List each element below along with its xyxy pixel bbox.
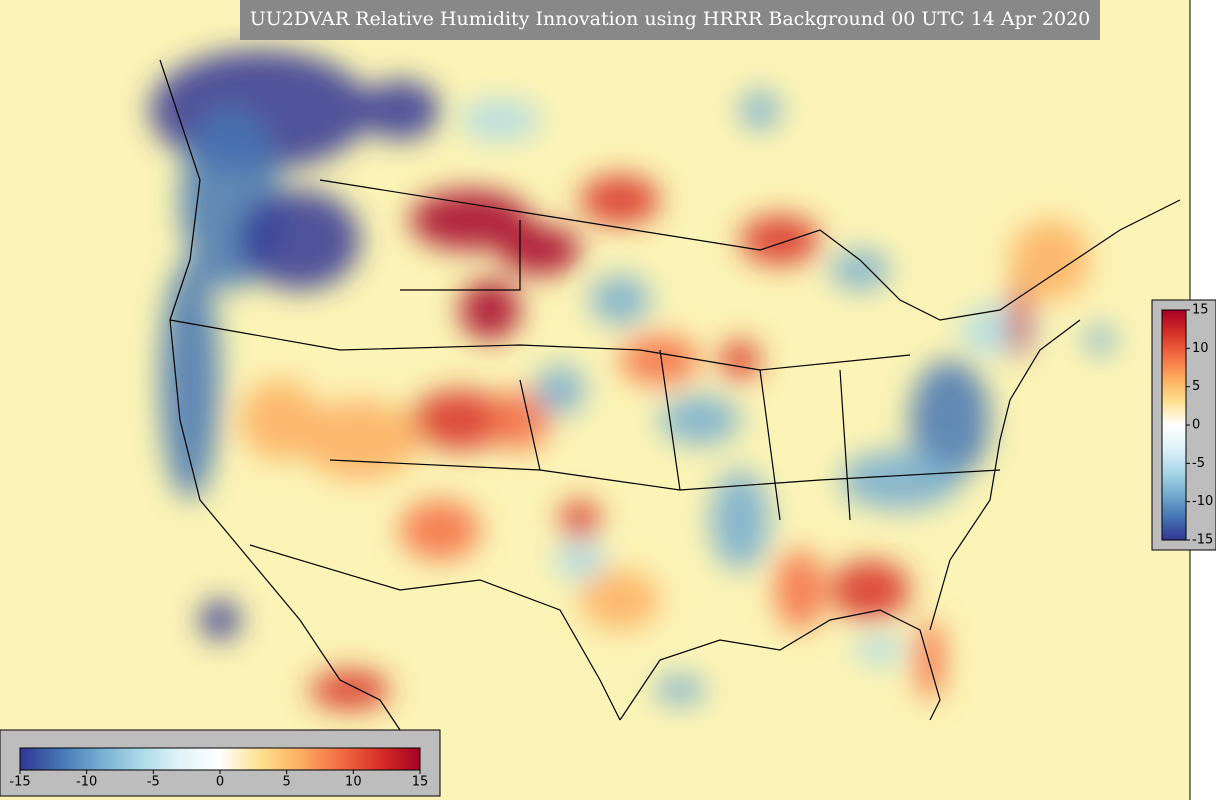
humidity-blob <box>855 635 905 665</box>
colorbar-tick-label: -5 <box>147 775 160 790</box>
humidity-blob <box>240 190 360 290</box>
humidity-blob <box>410 390 510 450</box>
title-box <box>240 0 1100 40</box>
colorbar-tick-label: 0 <box>216 775 224 790</box>
humidity-blob <box>915 620 945 700</box>
map-title: UU2DVAR Relative Humidity Innovation usi… <box>250 8 1091 30</box>
humidity-blob <box>590 275 650 325</box>
humidity-blob <box>710 470 770 570</box>
humidity-blob <box>580 175 660 225</box>
colorbar-tick-label: 10 <box>345 775 362 790</box>
humidity-blob <box>720 340 760 380</box>
colorbar-tick-label: -5 <box>1192 456 1205 471</box>
colorbar-tick-label: 0 <box>1192 418 1200 433</box>
humidity-blob <box>160 260 220 500</box>
colorbar-tick-label: 10 <box>1192 341 1209 356</box>
humidity-blob <box>310 670 390 710</box>
north-border <box>319 179 1181 321</box>
humidity-blob <box>460 100 540 140</box>
humidity-blob <box>535 365 585 415</box>
west-coast <box>159 59 421 761</box>
colorbar-tick-label: 5 <box>283 775 291 790</box>
humidity-blob <box>460 280 520 340</box>
humidity-field <box>150 50 1115 710</box>
colorbar-tick-label: -10 <box>1192 494 1213 509</box>
gulf-coast <box>619 609 941 721</box>
humidity-blob <box>1010 220 1090 300</box>
colorbar-tick-label: -15 <box>1192 533 1213 548</box>
humidity-blob <box>360 80 440 140</box>
humidity-blob <box>490 390 550 450</box>
south-border <box>249 544 621 721</box>
humidity-blob <box>1085 325 1115 355</box>
humidity-blob <box>840 450 960 510</box>
colorbar <box>19 747 421 771</box>
humidity-blob <box>910 360 990 480</box>
humidity-blob <box>740 90 780 130</box>
humidity-blob <box>400 500 480 560</box>
colorbar-tick-label: 15 <box>412 775 429 790</box>
humidity-blob <box>830 560 910 620</box>
colorbar-tick-label: 15 <box>1192 303 1209 318</box>
humidity-blob <box>775 550 825 630</box>
east-coast <box>929 319 1081 631</box>
humidity-blob <box>200 600 240 640</box>
colorbar <box>1161 309 1187 541</box>
boundaries <box>159 59 1181 761</box>
humidity-blob <box>830 250 890 290</box>
humidity-blob <box>620 335 700 385</box>
humidity-blob <box>560 500 600 540</box>
humidity-blob <box>410 190 530 250</box>
humidity-blob <box>500 225 580 275</box>
humidity-blob <box>240 380 320 460</box>
colorbar-tick-label: -15 <box>9 775 30 790</box>
humidity-blob <box>655 675 705 705</box>
humidity-blob <box>555 540 605 580</box>
humidity-blob <box>580 570 660 630</box>
colorbar-tick-label: -10 <box>76 775 97 790</box>
humidity-blob <box>740 215 820 265</box>
state-lines <box>169 220 1001 521</box>
humidity-blob <box>660 395 740 445</box>
colorbar-tick-label: 5 <box>1192 379 1200 394</box>
